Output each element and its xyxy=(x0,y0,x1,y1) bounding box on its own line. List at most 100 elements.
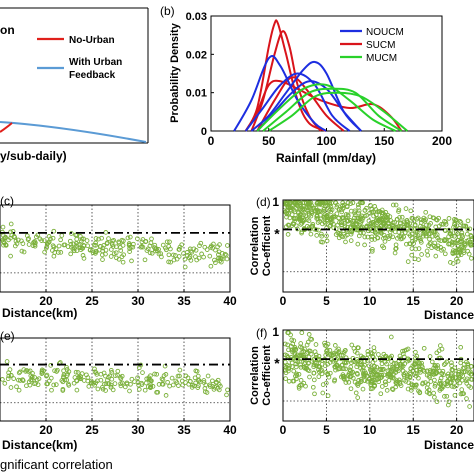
scatter-point xyxy=(148,385,153,391)
scatter-point xyxy=(176,383,181,388)
panel-label: (d) xyxy=(256,195,271,209)
scatter-point xyxy=(359,200,365,206)
scatter-point xyxy=(68,242,74,247)
x-tick-label: 5 xyxy=(323,294,330,308)
scatter-point xyxy=(208,263,214,269)
scatter-point xyxy=(212,257,217,263)
scatter-point xyxy=(74,243,79,249)
scatter-point xyxy=(358,216,364,221)
scatter-point xyxy=(27,382,33,388)
scatter-point xyxy=(289,205,295,211)
scatter-point xyxy=(111,251,117,256)
series-noucm-line-5 xyxy=(244,72,351,132)
scatter-point xyxy=(14,384,19,390)
scatter-point xyxy=(8,221,14,227)
legend-mucm: MUCM xyxy=(366,53,397,64)
scatter-point xyxy=(373,372,379,378)
scatter-point xyxy=(117,245,123,250)
scatter-point xyxy=(12,243,18,249)
scatter-point xyxy=(345,218,351,224)
scatter-point xyxy=(343,239,348,245)
scatter-point xyxy=(319,231,324,237)
scatter-point xyxy=(455,377,460,383)
panel-label: (c) xyxy=(0,194,14,208)
scatter-point xyxy=(50,235,56,241)
scatter-point xyxy=(427,214,433,220)
scatter-point xyxy=(197,243,202,249)
scatter-point xyxy=(364,205,369,211)
scatter-point xyxy=(452,250,458,256)
series-mucm-line-8 xyxy=(256,83,397,132)
scatter-point xyxy=(365,234,371,240)
x-axis-label: Distance(km) xyxy=(2,306,77,320)
scatter-point xyxy=(424,248,430,254)
scatter-point xyxy=(468,233,474,238)
series-mucm-line-10 xyxy=(268,91,409,132)
scatter-point xyxy=(405,346,411,352)
scatter-point xyxy=(32,381,37,387)
scatter-point xyxy=(366,363,372,369)
scatter-point xyxy=(360,364,366,370)
scatter-point xyxy=(3,234,8,240)
scatter-point xyxy=(413,358,418,364)
scatter-point xyxy=(445,402,451,408)
scatter-point xyxy=(324,233,329,239)
scatter-point xyxy=(459,387,465,392)
scatter-point xyxy=(390,234,396,240)
scatter-point xyxy=(365,228,371,234)
scatter-point xyxy=(429,359,435,365)
scatter-point xyxy=(350,218,355,224)
scatter-point xyxy=(51,228,57,234)
scatter-point xyxy=(465,248,471,254)
scatter-point xyxy=(314,233,320,238)
scatter-point xyxy=(440,384,446,390)
panel-b: (b) 0 50 100 150 200 0 0.01 0.02 0.03 Rainfall (… xyxy=(160,4,452,165)
scatter-point xyxy=(389,353,394,359)
scatter-point xyxy=(213,260,218,266)
scatter-point xyxy=(118,376,124,381)
scatter-point xyxy=(140,244,146,250)
scatter-point xyxy=(216,382,222,387)
scatter-point xyxy=(310,384,316,390)
scatter-point xyxy=(199,251,204,257)
scatter-point xyxy=(324,238,330,244)
scatter-point xyxy=(388,334,394,340)
scatter-point xyxy=(423,209,429,215)
scatter-point xyxy=(79,245,85,251)
scatter-point xyxy=(418,223,423,229)
scatter-point xyxy=(369,220,374,226)
scatter-point xyxy=(15,237,21,243)
scatter-point xyxy=(393,380,399,385)
scatter-point xyxy=(129,258,134,264)
scatter-point xyxy=(328,217,333,223)
scatter-point xyxy=(315,200,320,206)
scatter-point xyxy=(308,231,314,237)
scatter-point xyxy=(374,364,380,370)
scatter-point xyxy=(403,206,409,211)
scatter-point xyxy=(449,242,455,248)
scatter-point xyxy=(42,249,47,255)
scatter-point xyxy=(2,381,8,386)
x-tick-label: 20 xyxy=(450,294,464,308)
scatter-point xyxy=(377,217,383,223)
scatter-point xyxy=(449,363,454,368)
scatter-point xyxy=(292,216,297,222)
scatter-point xyxy=(90,248,95,253)
scatter-point xyxy=(383,210,389,215)
scatter-point xyxy=(418,366,423,372)
scatter-point xyxy=(356,377,362,383)
scatter-point xyxy=(95,386,101,392)
panel-c: (c) 20 25 30 35 40 Distance(km) xyxy=(0,194,237,320)
scatter-point xyxy=(110,387,116,393)
series-noucm-line-7 xyxy=(256,80,362,132)
scatter-point xyxy=(188,258,194,263)
scatter-point xyxy=(103,388,108,393)
scatter-point xyxy=(59,233,65,238)
scatter-point xyxy=(318,200,323,206)
scatter-point xyxy=(381,232,387,238)
scatter-point xyxy=(353,359,359,365)
scatter-point xyxy=(370,246,375,252)
scatter-point xyxy=(6,237,11,243)
scatter-point xyxy=(451,384,457,390)
